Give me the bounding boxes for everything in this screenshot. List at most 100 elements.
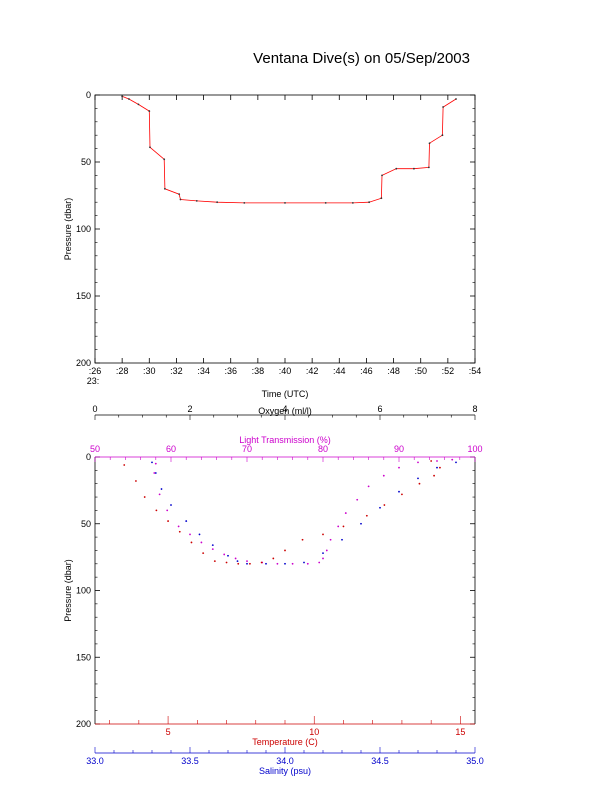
salinity-tick-label: 34.5 [371,756,389,766]
chart1-x-tick-label: :32 [170,366,183,376]
light-transmission-point [356,498,359,501]
chart1-y-tick-label: 50 [81,157,91,167]
temperature-point [202,552,205,555]
chart2-y-tick-label: 150 [76,652,91,662]
temperature-point [430,460,433,462]
chart1-series-point [216,201,219,204]
light-transmission-point [276,562,279,565]
light-transmission-point [306,562,309,565]
temperature-point [143,496,146,498]
light-transmission-point [200,541,203,544]
salinity-axis-label: Salinity (psu) [259,766,311,776]
chart2-y-tick-label: 0 [86,452,91,462]
chart1-x-tick-label: :38 [252,366,265,376]
chart1-y-axis-label: Pressure (dbar) [63,198,73,261]
temperature-point [167,520,169,522]
chart1-x-tick-label: :36 [224,366,237,376]
chart1-y-tick-label: 0 [86,90,91,100]
light-transmission-point [322,557,324,560]
oxygen-tick-label: 0 [92,404,97,414]
temperature-point [260,561,263,564]
chart1-x-tick-label: :34 [197,366,210,376]
light-transmission-point [223,553,226,556]
chart1-series-point [455,98,457,100]
chart1-series-point [427,166,430,169]
temperature-point [401,493,403,496]
chart1-x-tick-label: :52 [442,366,455,376]
light-transmission-point [166,509,169,512]
chart1-x-axis-label: Time (UTC) [262,389,309,399]
chart1-series-point [195,199,198,202]
chart1-series-line [121,95,457,204]
salinity-point [151,461,153,464]
temperature-point [190,541,193,544]
salinity-point [360,522,362,525]
light-transmission-point [329,538,332,541]
temperature-point [178,530,181,533]
chart1-series-point [381,174,383,177]
temperature-axis-label: Temperature (C) [252,737,318,747]
chart2-y-tick-label: 50 [81,519,91,529]
chart1-x-tick-label: :54 [469,366,482,376]
light-transmission-point [398,466,400,469]
oxygen-tick-label: 4 [282,404,287,414]
salinity-tick-label: 34.0 [276,756,294,766]
salinity-point [211,544,214,547]
chart1-x-tick-label: :42 [306,366,319,376]
temperature-point [155,509,158,512]
salinity-tick-label: 33.5 [181,756,199,766]
chart1-series-point [178,193,181,196]
light-transmission-point [211,548,214,551]
oxygen-tick-label: 6 [377,404,382,414]
chart1-x-tick-label: :40 [279,366,292,376]
salinity-point [265,562,267,565]
light-transmission-point [246,560,248,563]
light-transmission-point [291,562,294,565]
chart1-series-point [163,158,166,161]
light-transmission-tick-label: 50 [90,444,100,454]
salinity-point [417,477,419,480]
temperature-point [237,562,240,565]
light-transmission-axis-label: Light Transmission (%) [239,435,331,445]
chart1-x-tick-label: :30 [143,366,156,376]
salinity-point [436,466,438,469]
temperature-point [123,464,126,466]
chart1-series-point [368,201,371,204]
temperature-point [272,557,275,560]
chart1-series-point [428,142,431,145]
light-transmission-tick-label: 60 [166,444,176,454]
temperature-point [301,538,304,541]
chart2-y-tick-label: 200 [76,719,91,729]
light-transmission-point [189,533,191,536]
chart1-series-point [121,95,124,98]
temperature-point [135,480,137,482]
chart1-series-point [149,146,151,149]
oxygen-tick-label: 8 [472,404,477,414]
oxygen-axis-label: Oxygen (ml/l) [258,406,312,416]
salinity-point [160,488,163,490]
temperature-point [383,504,386,506]
light-transmission-point [158,493,161,496]
light-transmission-point [234,557,237,560]
oxygen-tick-label: 2 [187,404,192,414]
chart1-series-point [243,201,246,204]
chart1-series-point [413,167,415,170]
page-title: Ventana Dive(s) on 05/Sep/2003 [253,50,470,67]
chart1-x-tick-label: :50 [414,366,427,376]
light-transmission-point [337,525,340,528]
chart1-series-point [441,134,444,137]
salinity-point [379,506,381,509]
chart1-series-point [380,197,383,200]
chart1-y-tick-label: 100 [76,224,91,234]
temperature-point [365,514,368,517]
chart1-series-point [137,103,140,106]
salinity-tick-label: 33.0 [86,756,104,766]
chart1-series-point [351,201,354,204]
light-transmission-point [318,561,321,564]
chart1-x-tick-label: :46 [360,366,373,376]
chart1-x-tick-label: :26 [89,366,102,376]
salinity-point [185,520,188,522]
temperature-point [249,562,251,565]
salinity-point [246,562,248,565]
